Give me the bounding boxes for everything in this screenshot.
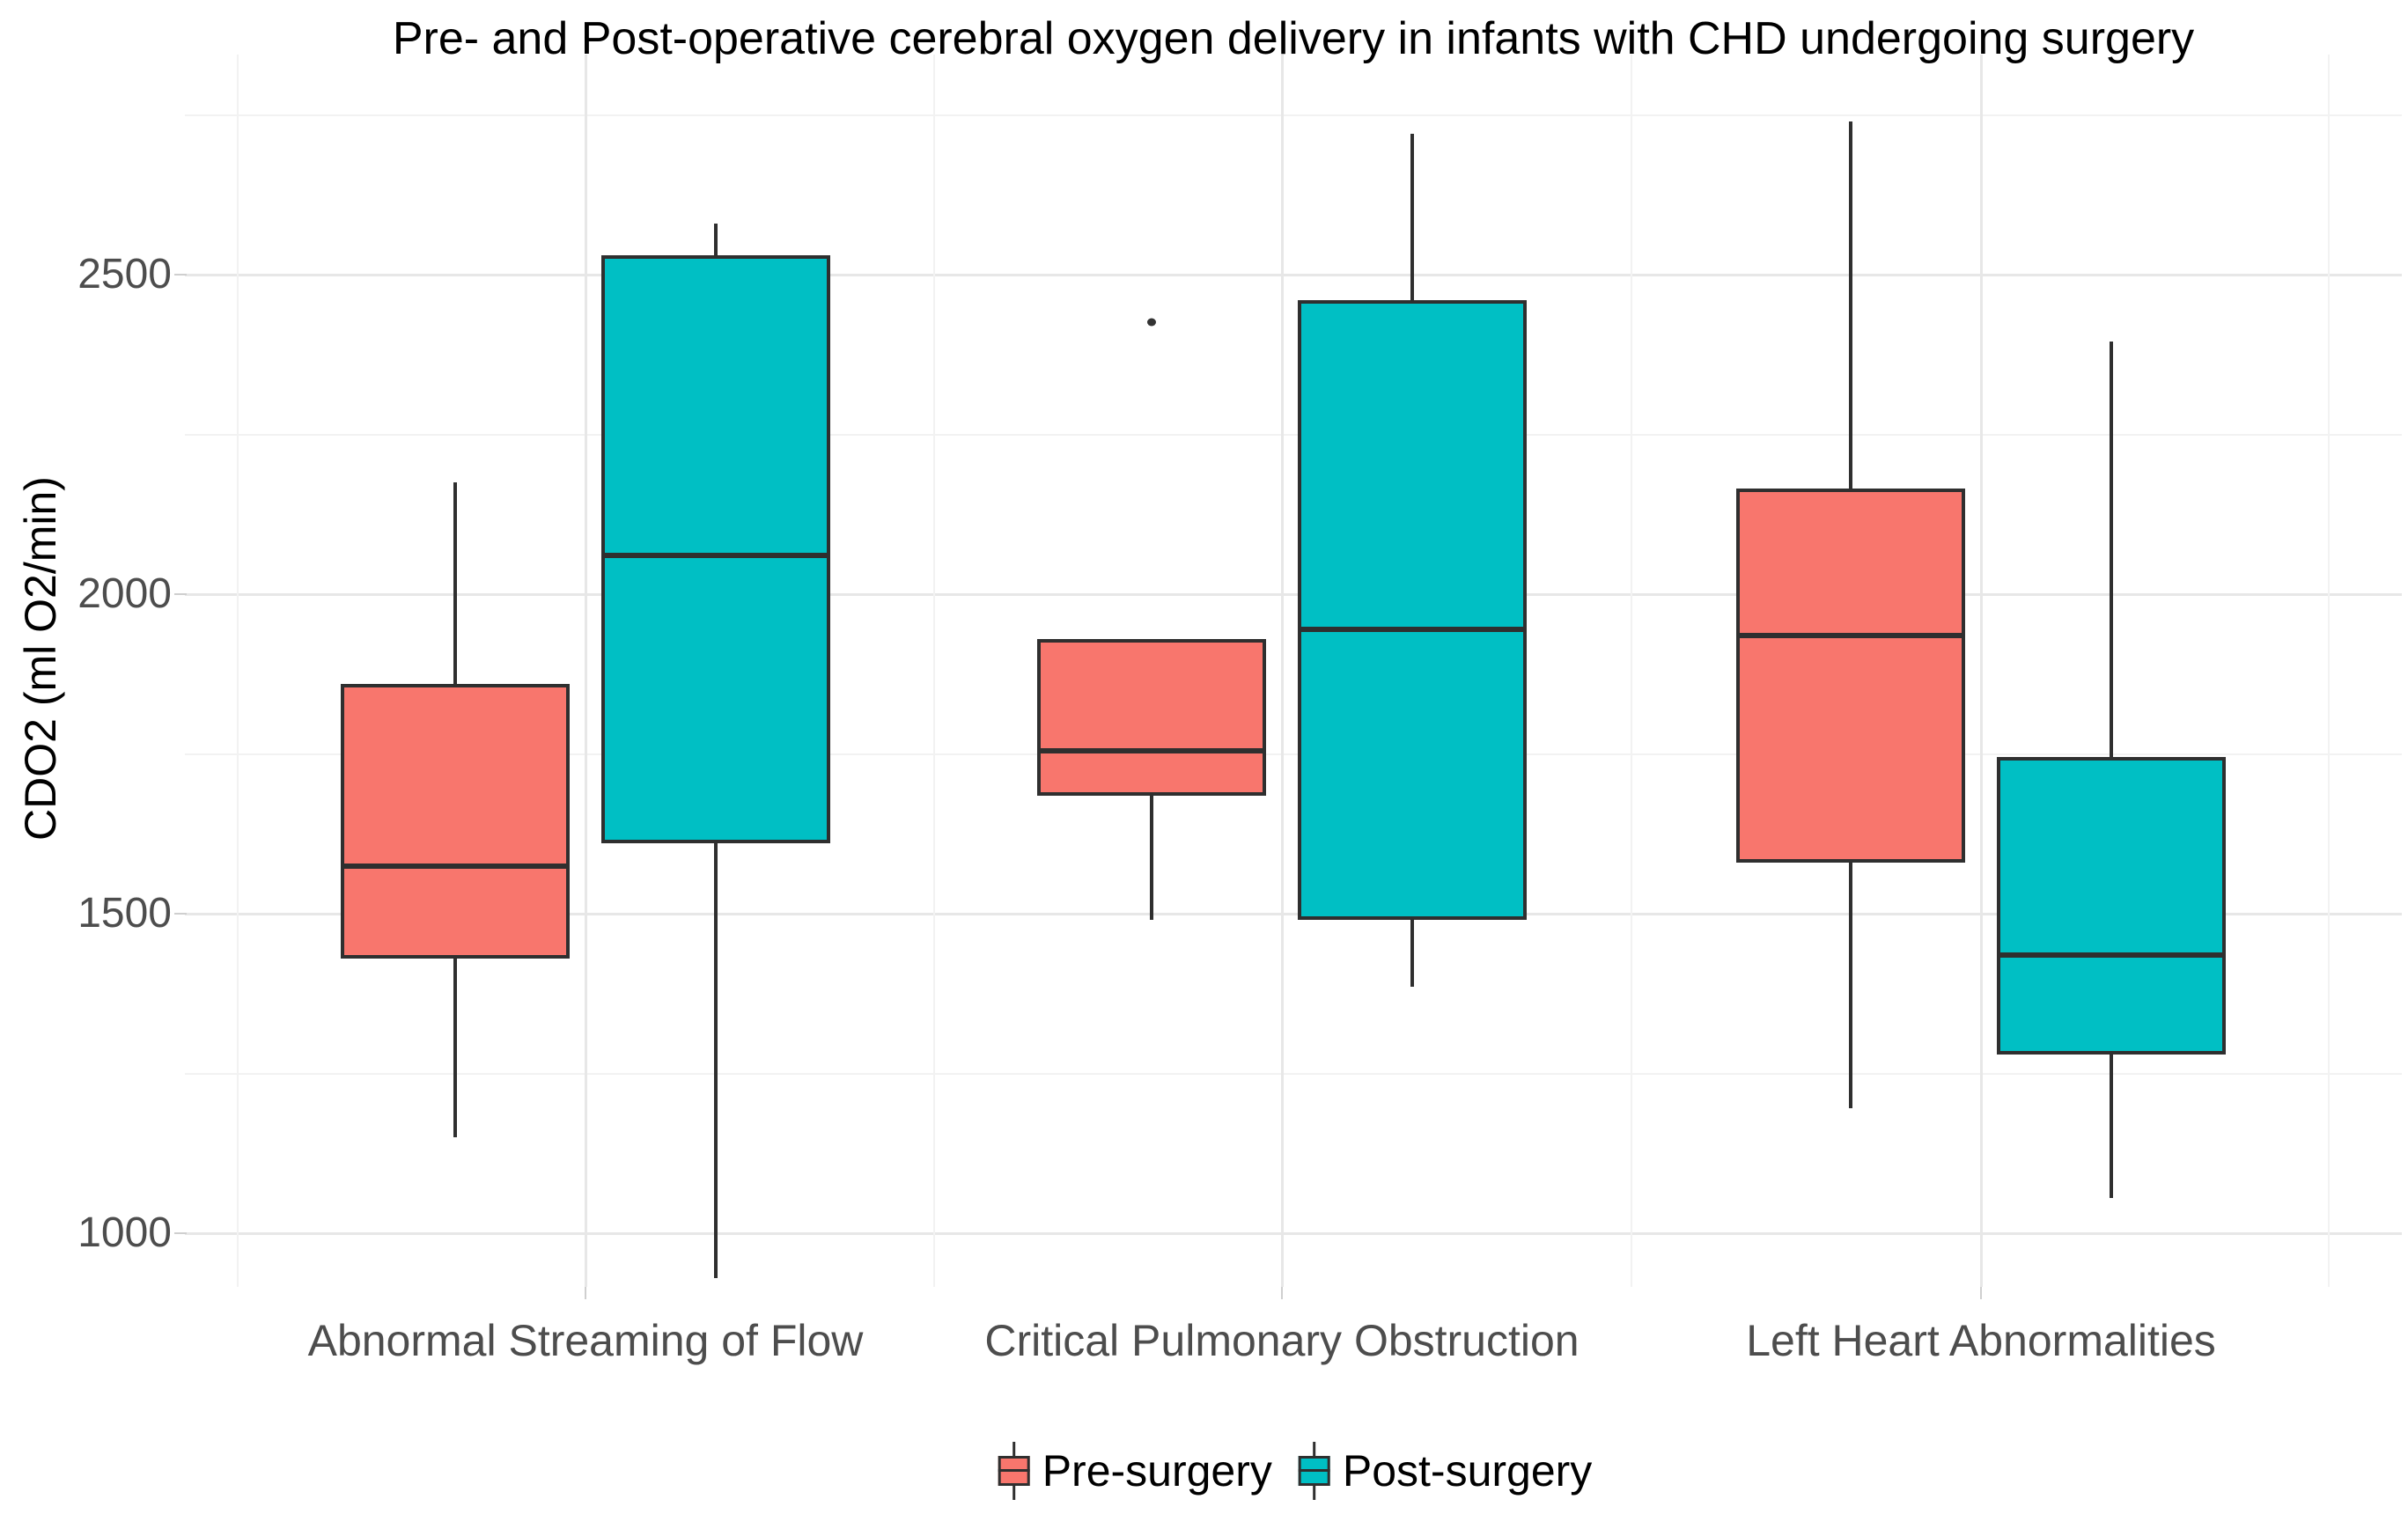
legend: Pre-surgery Post-surgery xyxy=(995,1442,1592,1500)
y-tick-label: 1000 xyxy=(77,1209,172,1256)
box-pre-surgery-3 xyxy=(1736,489,1965,863)
y-minor-gridline xyxy=(185,1072,2402,1075)
y-minor-gridline xyxy=(185,753,2402,755)
x-tick-label-1: Abnormal Streaming of Flow xyxy=(307,1316,864,1365)
lower-whisker xyxy=(1849,862,1852,1109)
median-line xyxy=(1997,952,2226,959)
boxplot-key-icon xyxy=(995,1442,1034,1500)
legend-item-post-surgery: Post-surgery xyxy=(1295,1442,1592,1500)
legend-label-post-surgery: Post-surgery xyxy=(1342,1446,1593,1496)
lower-whisker xyxy=(714,843,718,1278)
upper-whisker xyxy=(2110,342,2113,758)
upper-whisker xyxy=(1849,121,1852,489)
x-tick-label-3: Left Heart Abnormalities xyxy=(1746,1316,2216,1365)
x-tick-mark xyxy=(1980,1287,1982,1299)
box-post-surgery-1 xyxy=(601,255,830,844)
boxplot-key-icon xyxy=(1295,1442,1334,1500)
box-post-surgery-3 xyxy=(1997,757,2226,1055)
y-major-gridline xyxy=(185,273,2402,276)
median-line xyxy=(1037,747,1266,753)
upper-whisker xyxy=(714,223,718,256)
y-tick-mark xyxy=(174,1232,187,1234)
x-major-gridline xyxy=(584,55,587,1287)
x-tick-mark xyxy=(1281,1287,1283,1299)
median-line xyxy=(1298,626,1527,632)
box-pre-surgery-2 xyxy=(1037,638,1266,796)
y-major-gridline xyxy=(185,1231,2402,1235)
box-pre-surgery-1 xyxy=(341,683,570,959)
y-major-gridline xyxy=(185,912,2402,915)
y-minor-gridline xyxy=(185,114,2402,116)
y-tick-mark xyxy=(174,593,187,595)
median-line xyxy=(1736,633,1965,639)
y-axis-title: CDO2 (ml O2/min) xyxy=(16,476,65,841)
legend-item-pre-surgery: Pre-surgery xyxy=(995,1442,1272,1500)
x-tick-label-2: Critical Pulmonary Obstruction xyxy=(984,1316,1580,1365)
x-minor-gridline xyxy=(1631,55,1632,1287)
lower-whisker xyxy=(2110,1054,2113,1199)
x-minor-gridline xyxy=(932,55,935,1287)
outlier-point xyxy=(1147,318,1156,327)
x-minor-gridline xyxy=(236,55,239,1287)
median-line xyxy=(341,863,570,869)
lower-whisker xyxy=(1150,795,1153,921)
y-tick-mark xyxy=(174,913,187,915)
median-line xyxy=(601,553,830,559)
x-major-gridline xyxy=(1979,55,1983,1287)
legend-label-pre-surgery: Pre-surgery xyxy=(1042,1446,1272,1496)
upper-whisker xyxy=(1410,134,1414,301)
lower-whisker xyxy=(1410,920,1414,988)
x-minor-gridline xyxy=(2327,55,2330,1287)
upper-whisker xyxy=(453,481,457,684)
box-post-surgery-2 xyxy=(1298,300,1527,921)
y-tick-label: 1500 xyxy=(77,890,172,937)
lower-whisker xyxy=(453,958,457,1138)
x-tick-mark xyxy=(585,1287,586,1299)
y-tick-label: 2500 xyxy=(77,251,172,298)
x-major-gridline xyxy=(1280,55,1284,1287)
y-major-gridline xyxy=(185,592,2402,596)
y-tick-label: 2000 xyxy=(77,570,172,617)
y-tick-mark xyxy=(174,274,187,276)
plot-title: Pre- and Post-operative cerebral oxygen … xyxy=(392,13,2195,64)
y-minor-gridline xyxy=(185,433,2402,436)
